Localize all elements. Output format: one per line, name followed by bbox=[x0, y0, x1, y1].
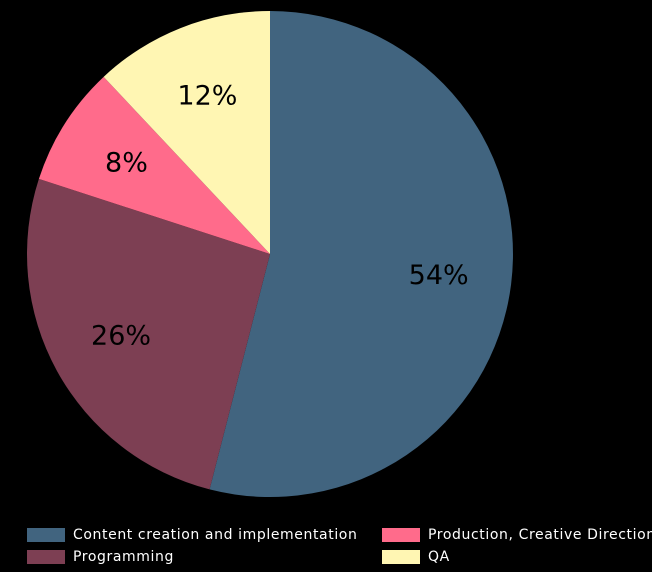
slice-label-programming: 26% bbox=[91, 320, 151, 351]
slice-label-production-creative-direction: 8% bbox=[105, 147, 148, 178]
pie-slice-content-creation-and-implementation bbox=[209, 11, 513, 497]
pie-slice-qa bbox=[103, 11, 270, 254]
legend: Content creation and implementation Progr… bbox=[27, 527, 652, 565]
legend-label-content-creation-and-implementation: Content creation and implementation bbox=[73, 527, 357, 543]
legend-label-programming: Programming bbox=[73, 549, 174, 565]
legend-label-production-creative-direction: Production, Creative Direction bbox=[428, 527, 652, 543]
slice-label-content-creation-and-implementation: 54% bbox=[409, 260, 469, 291]
pie-slices bbox=[26, 11, 513, 497]
pie-slice-programming bbox=[26, 178, 270, 490]
pie-slice-production-creative-direction bbox=[38, 76, 270, 254]
legend-swatch-production-creative-direction bbox=[382, 528, 420, 542]
legend-swatch-programming bbox=[27, 550, 65, 564]
pie-slice-labels: 54% 26% 8% 12% bbox=[91, 80, 469, 351]
legend-label-qa: QA bbox=[428, 549, 450, 565]
legend-swatch-qa bbox=[382, 550, 420, 564]
legend-swatch-content-creation-and-implementation bbox=[27, 528, 65, 542]
slice-label-qa: 12% bbox=[177, 80, 237, 111]
